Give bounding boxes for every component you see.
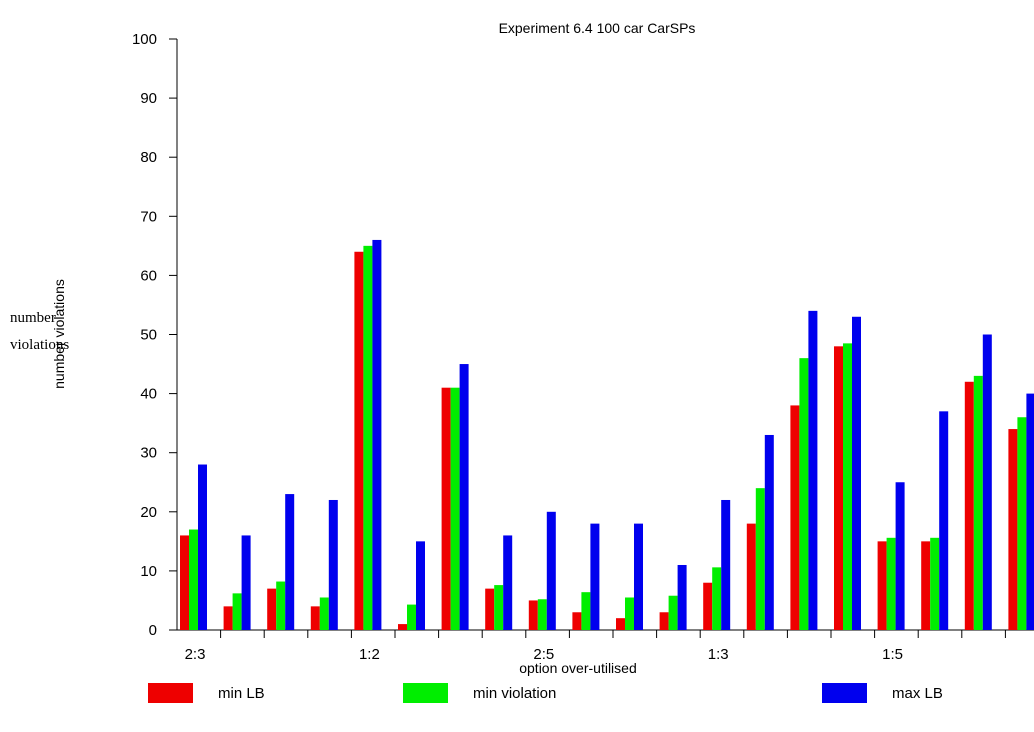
y-tick-label: 80 <box>140 149 157 166</box>
y-tick-label: 50 <box>140 327 157 344</box>
bar-max-lb <box>459 364 469 630</box>
x-tick-label: 2:5 <box>533 646 554 663</box>
bar-max-lb <box>764 434 774 630</box>
bar-min-lb <box>921 541 931 630</box>
x-tick-label: 1:2 <box>359 646 380 663</box>
y-axis-label-overlay-line2: violations <box>10 337 69 353</box>
bar-min-lb <box>746 523 756 630</box>
y-tick-label: 20 <box>140 504 157 521</box>
bar-min-lb <box>964 381 974 630</box>
x-axis: 2:3 1:2 2:5 1:3 1:5 <box>177 629 1034 663</box>
y-tick-label: 30 <box>140 445 157 462</box>
bar-min-violation <box>668 595 678 630</box>
bar-min-lb <box>180 535 189 630</box>
bar-min-violation <box>276 581 286 630</box>
bar-min-violation <box>886 537 896 630</box>
bar-min-lb <box>398 624 407 630</box>
legend-label: max LB <box>892 685 943 702</box>
y-tick-label: 70 <box>140 208 157 225</box>
bar-min-violation <box>581 592 591 630</box>
bar-max-lb <box>852 316 861 630</box>
bar-min-lb <box>659 612 669 630</box>
bar-min-lb <box>267 588 277 630</box>
bar-min-lb <box>310 606 320 630</box>
bar-max-lb <box>590 523 600 630</box>
bar-min-violation <box>232 593 242 630</box>
bars <box>180 239 1034 630</box>
legend-swatch <box>822 683 867 703</box>
y-axis-label: number violations <box>51 279 67 389</box>
legend-swatch <box>403 683 448 703</box>
bar-max-lb <box>721 499 731 630</box>
y-axis: 0 10 20 30 40 50 60 70 80 90 100 <box>132 31 178 639</box>
bar-min-violation <box>1017 417 1027 630</box>
bar-min-lb <box>790 405 800 630</box>
y-tick-label: 10 <box>140 563 157 580</box>
bar-max-lb <box>982 334 992 630</box>
bar-min-violation <box>843 343 852 630</box>
y-tick-label: 100 <box>132 31 157 48</box>
bar-min-lb <box>528 600 538 630</box>
bar-min-lb <box>703 582 713 630</box>
bar-max-lb <box>895 482 905 630</box>
bar-min-violation <box>189 529 198 630</box>
bar-min-lb <box>877 541 887 630</box>
bar-min-lb <box>441 387 451 630</box>
x-tick-label: 1:5 <box>882 646 903 663</box>
chart-title: Experiment 6.4 100 car CarSPs <box>499 20 696 36</box>
bar-max-lb <box>372 239 382 630</box>
legend-swatch <box>148 683 193 703</box>
legend: min LB min violation max LB <box>148 683 943 703</box>
bar-min-violation <box>712 567 722 630</box>
bar-min-violation <box>537 599 547 630</box>
bar-min-lb <box>223 606 233 630</box>
bar-min-violation <box>799 358 809 630</box>
bar-min-violation <box>625 597 634 630</box>
bar-min-violation <box>494 585 504 630</box>
bar-max-lb <box>1026 393 1034 630</box>
bar-min-lb <box>354 251 364 630</box>
y-tick-label: 90 <box>140 90 157 107</box>
bar-min-violation <box>973 375 983 630</box>
bar-max-lb <box>677 564 687 630</box>
bar-min-violation <box>755 488 765 630</box>
bar-max-lb <box>546 511 556 630</box>
bar-min-violation <box>407 604 416 630</box>
bar-min-lb <box>616 618 625 630</box>
bar-max-lb <box>416 541 425 630</box>
y-tick-label: 0 <box>149 622 157 639</box>
bar-min-lb <box>485 588 495 630</box>
y-tick-label: 60 <box>140 267 157 284</box>
bar-min-violation <box>930 537 940 630</box>
legend-label: min violation <box>473 685 556 702</box>
x-tick-label: 1:3 <box>708 646 729 663</box>
x-axis-label: option over-utilised <box>519 660 637 676</box>
bar-max-lb <box>241 535 251 630</box>
bar-min-violation <box>450 387 460 630</box>
bar-max-lb <box>634 523 643 630</box>
y-axis-label-overlay-line1: number <box>10 310 56 326</box>
bar-max-lb <box>328 499 338 630</box>
bar-max-lb <box>939 411 949 630</box>
y-tick-label: 40 <box>140 386 157 403</box>
bar-max-lb <box>808 310 818 630</box>
bar-min-lb <box>834 346 843 630</box>
bar-max-lb <box>285 494 295 630</box>
bar-max-lb <box>198 464 207 630</box>
bar-min-lb <box>572 612 582 630</box>
bar-min-violation <box>363 245 373 630</box>
legend-label: min LB <box>218 685 265 702</box>
bar-min-violation <box>319 597 329 630</box>
x-tick-label: 2:3 <box>185 646 206 663</box>
bar-min-lb <box>1008 429 1018 630</box>
bar-max-lb <box>503 535 513 630</box>
